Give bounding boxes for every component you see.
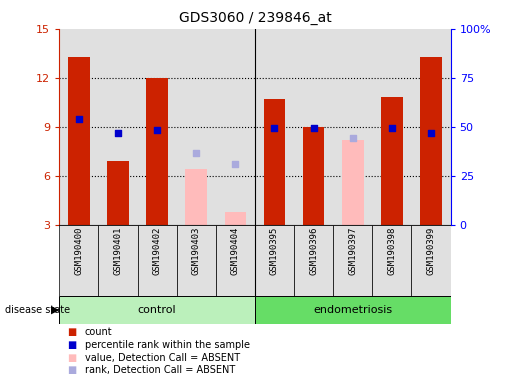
Bar xyxy=(294,225,333,296)
Text: GSM190395: GSM190395 xyxy=(270,227,279,275)
Bar xyxy=(255,225,294,296)
Bar xyxy=(59,296,255,324)
Bar xyxy=(68,56,90,225)
Text: GSM190398: GSM190398 xyxy=(387,227,397,275)
Text: control: control xyxy=(138,305,176,315)
Point xyxy=(75,116,83,122)
Bar xyxy=(98,225,138,296)
Text: GSM190402: GSM190402 xyxy=(152,227,162,275)
Bar xyxy=(225,212,246,225)
Bar xyxy=(146,78,168,225)
Point xyxy=(270,125,279,131)
Bar xyxy=(255,29,294,225)
Bar xyxy=(98,29,138,225)
Bar xyxy=(333,29,372,225)
Text: ■: ■ xyxy=(67,365,76,375)
Bar xyxy=(381,98,403,225)
Bar xyxy=(411,29,451,225)
Bar xyxy=(372,29,411,225)
Bar xyxy=(342,140,364,225)
Text: ■: ■ xyxy=(67,327,76,337)
Bar xyxy=(420,56,442,225)
Text: value, Detection Call = ABSENT: value, Detection Call = ABSENT xyxy=(85,353,240,362)
Text: disease state: disease state xyxy=(5,305,70,315)
Text: GSM190404: GSM190404 xyxy=(231,227,240,275)
Text: GSM190396: GSM190396 xyxy=(309,227,318,275)
Text: GSM190399: GSM190399 xyxy=(426,227,436,275)
Bar xyxy=(216,225,255,296)
Bar xyxy=(177,225,216,296)
Bar xyxy=(177,29,216,225)
Bar xyxy=(255,296,451,324)
Text: rank, Detection Call = ABSENT: rank, Detection Call = ABSENT xyxy=(85,365,235,375)
Text: GSM190403: GSM190403 xyxy=(192,227,201,275)
Bar xyxy=(411,225,451,296)
Bar xyxy=(138,225,177,296)
Text: percentile rank within the sample: percentile rank within the sample xyxy=(85,340,250,350)
Bar xyxy=(333,225,372,296)
Bar xyxy=(185,169,207,225)
Title: GDS3060 / 239846_at: GDS3060 / 239846_at xyxy=(179,11,331,25)
Text: endometriosis: endometriosis xyxy=(313,305,392,315)
Text: GSM190401: GSM190401 xyxy=(113,227,123,275)
Text: ▶: ▶ xyxy=(50,305,59,315)
Bar xyxy=(303,127,324,225)
Point xyxy=(114,130,122,136)
Text: GSM190400: GSM190400 xyxy=(74,227,83,275)
Text: ■: ■ xyxy=(67,353,76,362)
Text: count: count xyxy=(85,327,113,337)
Bar xyxy=(372,225,411,296)
Bar xyxy=(59,225,98,296)
Point xyxy=(427,130,435,136)
Text: ■: ■ xyxy=(67,340,76,350)
Bar xyxy=(107,161,129,225)
Bar xyxy=(59,29,98,225)
Point xyxy=(310,125,318,131)
Bar xyxy=(138,29,177,225)
Point xyxy=(192,150,200,156)
Bar xyxy=(216,29,255,225)
Point xyxy=(231,161,239,167)
Text: GSM190397: GSM190397 xyxy=(348,227,357,275)
Point xyxy=(349,135,357,141)
Point xyxy=(388,125,396,131)
Bar xyxy=(264,99,285,225)
Point xyxy=(153,127,161,133)
Bar xyxy=(294,29,333,225)
